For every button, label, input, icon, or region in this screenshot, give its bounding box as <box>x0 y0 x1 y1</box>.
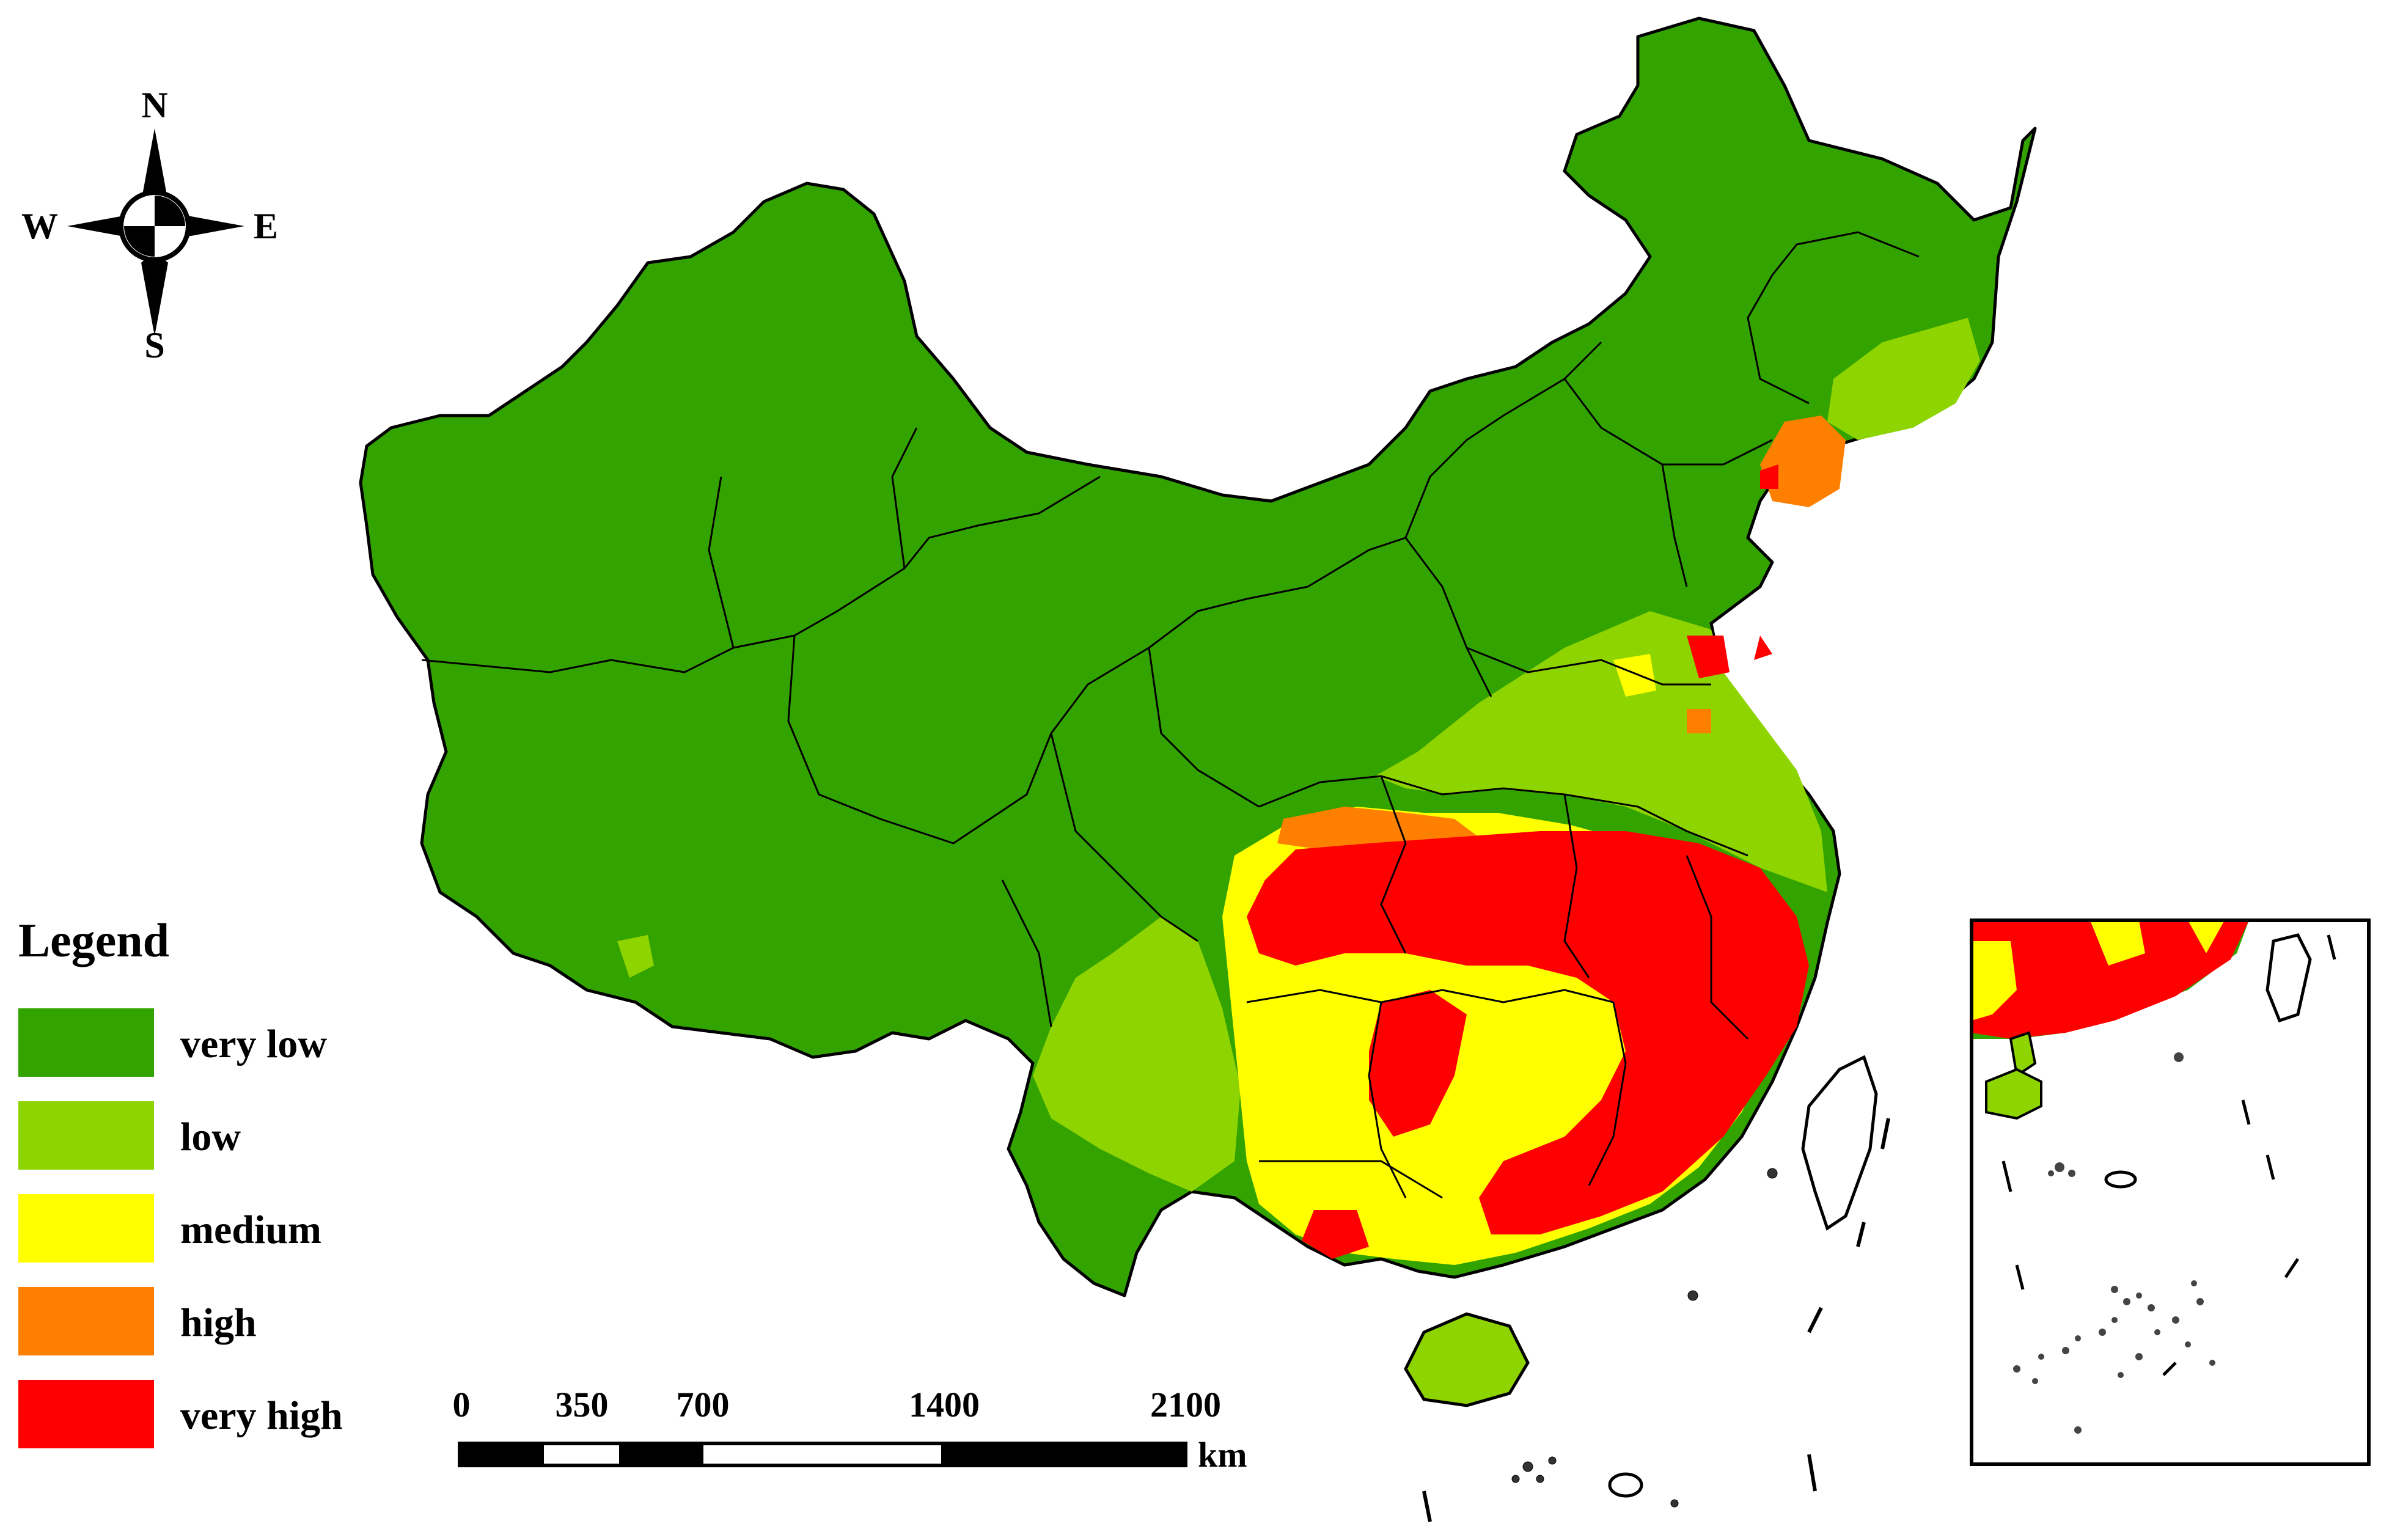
legend-label: medium <box>180 1208 321 1252</box>
very-high-regions <box>1247 464 1809 1259</box>
compass-north-label: N <box>141 85 167 125</box>
legend-label: low <box>180 1115 241 1159</box>
south-sea-islands <box>1422 1118 1890 1522</box>
legend-label: very high <box>180 1393 343 1438</box>
legend-item-low: low <box>18 1101 241 1170</box>
scale-tick-label: 2100 <box>1150 1385 1221 1425</box>
north-arrow-compass: N S W E <box>21 85 278 365</box>
legend-swatch <box>18 1101 154 1170</box>
compass-east-label: E <box>254 206 278 246</box>
compass-south-label: S <box>144 325 164 365</box>
low-regions <box>617 318 1980 1192</box>
legend-item-very-low: very low <box>18 1008 327 1077</box>
legend-item-very-high: very high <box>18 1380 343 1448</box>
legend-swatch <box>18 1194 154 1263</box>
scale-tick-label: 0 <box>453 1385 471 1425</box>
scale-tick-label: 700 <box>677 1385 730 1425</box>
scale-tick-label: 350 <box>556 1385 609 1425</box>
hainan-island <box>1404 1312 1530 1407</box>
legend-item-high: high <box>18 1287 257 1355</box>
scale-unit-label: km <box>1198 1435 1247 1475</box>
legend-swatch <box>18 1287 154 1355</box>
scale-bar: 0 350 700 1400 2100 km <box>453 1385 1247 1475</box>
legend-item-medium: medium <box>18 1194 321 1263</box>
legend-title: Legend <box>18 914 169 967</box>
taiwan-island <box>1801 1055 1878 1231</box>
compass-west-label: W <box>21 206 58 246</box>
province-boundaries <box>421 231 1920 1199</box>
legend-label: high <box>180 1300 257 1345</box>
legend: Legend very low low medium high very hig… <box>18 914 343 1448</box>
high-regions <box>1277 416 1846 849</box>
scale-tick-label: 1400 <box>909 1385 980 1425</box>
legend-swatch <box>18 1008 154 1077</box>
legend-swatch <box>18 1380 154 1448</box>
south-china-sea-inset <box>1970 919 2371 1466</box>
legend-label: very low <box>180 1022 327 1066</box>
main-map <box>359 16 2037 1522</box>
